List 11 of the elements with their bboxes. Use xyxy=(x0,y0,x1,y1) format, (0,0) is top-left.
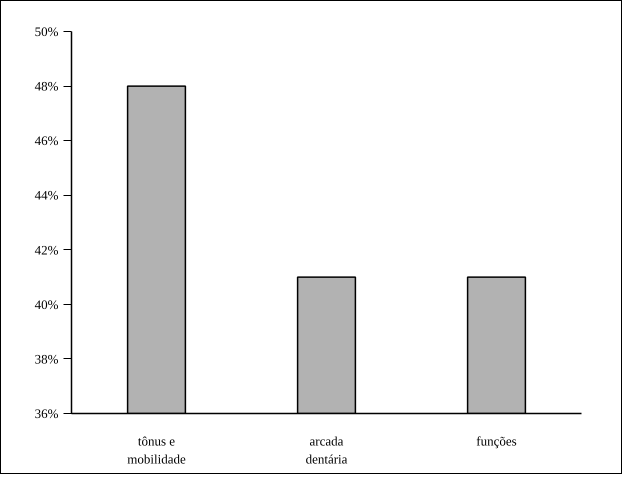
y-tick-label: 46% xyxy=(34,133,59,148)
y-tick-label: 42% xyxy=(34,242,59,258)
y-tick-label: 44% xyxy=(34,188,59,203)
y-tick-label: 48% xyxy=(34,78,59,94)
y-tick-label: 50% xyxy=(34,24,59,39)
y-tick-label: 36% xyxy=(34,406,59,421)
x-tick-label: tônus e mobilidade xyxy=(127,434,186,466)
y-tick-label: 40% xyxy=(34,296,59,312)
x-tick-label: funções xyxy=(476,434,517,448)
x-tick-label: arcada dentária xyxy=(306,434,348,466)
y-tick-label: 38% xyxy=(34,351,59,366)
